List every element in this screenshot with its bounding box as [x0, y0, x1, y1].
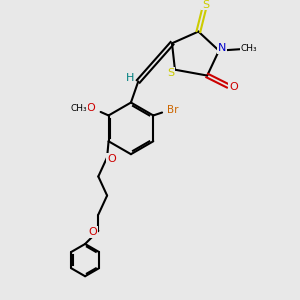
Text: S: S	[202, 0, 209, 10]
Text: CH₃: CH₃	[71, 104, 88, 113]
Text: H: H	[126, 73, 134, 83]
Text: O: O	[107, 154, 116, 164]
Text: O: O	[88, 227, 97, 237]
Text: N: N	[218, 43, 226, 53]
Text: CH₃: CH₃	[241, 44, 257, 53]
Text: O: O	[87, 103, 95, 113]
Text: O: O	[229, 82, 238, 92]
Text: S: S	[167, 68, 174, 78]
Text: Br: Br	[167, 105, 179, 115]
